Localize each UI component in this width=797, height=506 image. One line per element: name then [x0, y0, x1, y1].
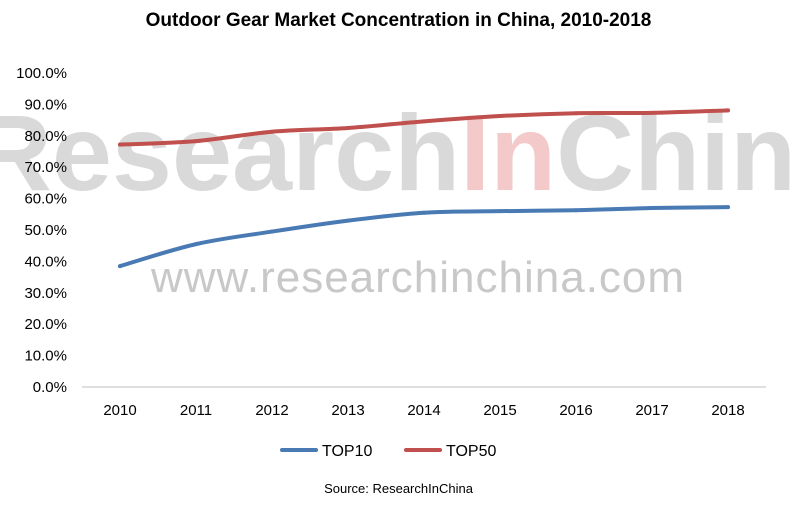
y-axis-ticks: 0.0% 10.0% 20.0% 30.0% 40.0% 50.0% 60.0% 70.0% 8…: [16, 65, 67, 396]
data-point-top50: [422, 119, 426, 124]
x-tick-label: 2017: [635, 402, 668, 419]
y-tick-label: 40.0%: [24, 253, 67, 270]
data-point-top50: [726, 108, 730, 113]
data-point-top10: [726, 205, 730, 210]
x-tick-label: 2018: [711, 402, 744, 419]
data-point-top10: [574, 208, 578, 213]
watermark-brand-part-2: In: [460, 92, 556, 213]
data-point-top50: [118, 142, 122, 147]
x-tick-label: 2014: [407, 402, 440, 419]
y-tick-label: 20.0%: [24, 316, 67, 333]
data-point-top10: [118, 264, 122, 269]
y-tick-label: 90.0%: [24, 96, 67, 113]
y-tick-label: 80.0%: [24, 128, 67, 145]
series-lines: [118, 108, 730, 269]
watermark-url: www.researchinchina.com: [150, 253, 685, 302]
data-point-top10: [498, 209, 502, 214]
x-tick-label: 2010: [103, 402, 136, 419]
data-point-top50: [498, 114, 502, 119]
x-tick-label: 2011: [180, 402, 212, 419]
source-note: Source: ResearchInChina: [324, 481, 473, 496]
data-point-top50: [346, 125, 350, 130]
y-tick-label: 50.0%: [24, 222, 67, 239]
legend-label-top50: TOP50: [446, 443, 497, 460]
watermark-brand: ResearchInChina: [0, 92, 797, 213]
chart-title: Outdoor Gear Market Concentration in Chi…: [145, 10, 652, 31]
x-tick-label: 2012: [255, 402, 288, 419]
y-tick-label: 30.0%: [24, 285, 67, 302]
y-tick-label: 60.0%: [24, 191, 67, 208]
legend-label-top10: TOP10: [322, 443, 373, 460]
data-point-top50: [194, 139, 198, 144]
data-point-top10: [270, 229, 274, 234]
data-point-top50: [650, 110, 654, 115]
y-tick-label: 10.0%: [24, 348, 67, 365]
x-axis-ticks: 2010 2011 2012 2013 2014 2015 2016 2017 2018: [103, 402, 744, 419]
data-point-top10: [422, 210, 426, 215]
data-point-top10: [650, 206, 654, 211]
data-point-top10: [346, 218, 350, 223]
x-tick-label: 2015: [483, 402, 516, 419]
y-tick-label: 100.0%: [16, 65, 67, 82]
watermark: ResearchInChina www.researchinchina.com: [0, 92, 797, 302]
data-point-top10: [194, 242, 198, 247]
watermark-brand-part-3: China: [556, 92, 797, 213]
legend: TOP10 TOP50: [280, 443, 497, 460]
data-point-top50: [270, 129, 274, 134]
y-tick-label: 0.0%: [33, 379, 67, 396]
y-tick-label: 70.0%: [24, 159, 67, 176]
x-tick-label: 2013: [331, 402, 364, 419]
data-point-top50: [574, 111, 578, 116]
watermark-brand-part-1: Research: [0, 92, 460, 213]
x-tick-label: 2016: [559, 402, 592, 419]
